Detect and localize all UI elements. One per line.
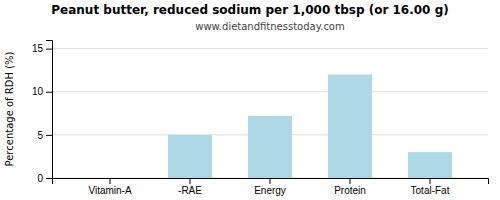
y-tick-mark [46, 49, 52, 50]
x-tick-label: Energy [254, 185, 286, 196]
plot: Vitamin-A -RAE Energy Protein Total-Fat 0 5 10 1… [32, 41, 489, 197]
y-axis: 0 5 10 15 [32, 41, 53, 184]
bars [168, 75, 452, 179]
y-tick: 0 [37, 173, 52, 184]
x-tick: Total-Fat [411, 178, 450, 196]
x-tick: Protein [334, 178, 366, 196]
bar [168, 135, 212, 178]
bar [408, 152, 452, 178]
y-tick: 15 [32, 43, 52, 54]
y-tick-label: 5 [37, 130, 43, 141]
x-tick-mark [350, 178, 351, 184]
x-tick: Vitamin-A [88, 178, 131, 196]
bar [248, 116, 292, 178]
x-tick: -RAE [178, 178, 202, 196]
y-axis-title: Percentage of RDH (%) [4, 51, 15, 166]
bar [88, 178, 132, 179]
subtitle: www.dietandfitnesstoday.com [195, 21, 344, 32]
y-tick-label: 0 [37, 173, 43, 184]
y-axis-line [46, 41, 53, 179]
x-tick-label: -RAE [178, 185, 202, 196]
y-tick-mark [46, 178, 52, 179]
x-axis: Vitamin-A -RAE Energy Protein Total-Fat [53, 178, 489, 196]
x-tick-mark [110, 178, 111, 184]
x-tick-mark [430, 178, 431, 184]
y-tick-label: 10 [32, 86, 44, 97]
y-tick-label: 15 [32, 43, 44, 54]
y-tick: 5 [37, 130, 52, 141]
x-tick: Energy [254, 178, 286, 196]
x-tick-label: Protein [334, 185, 366, 196]
chart: Peanut butter, reduced sodium per 1,000 … [0, 0, 500, 200]
y-tick-mark [46, 135, 52, 136]
title: Peanut butter, reduced sodium per 1,000 … [51, 3, 448, 17]
x-tick-mark [270, 178, 271, 184]
y-tick-mark [46, 92, 52, 93]
y-tick: 10 [32, 86, 52, 97]
bar [328, 75, 372, 179]
grid-line [52, 48, 488, 49]
grid [52, 49, 488, 178]
x-tick-mark [190, 178, 191, 184]
x-axis-line [53, 179, 489, 185]
x-tick-label: Total-Fat [411, 185, 450, 196]
grid-line [52, 91, 488, 92]
x-tick-label: Vitamin-A [88, 185, 131, 196]
